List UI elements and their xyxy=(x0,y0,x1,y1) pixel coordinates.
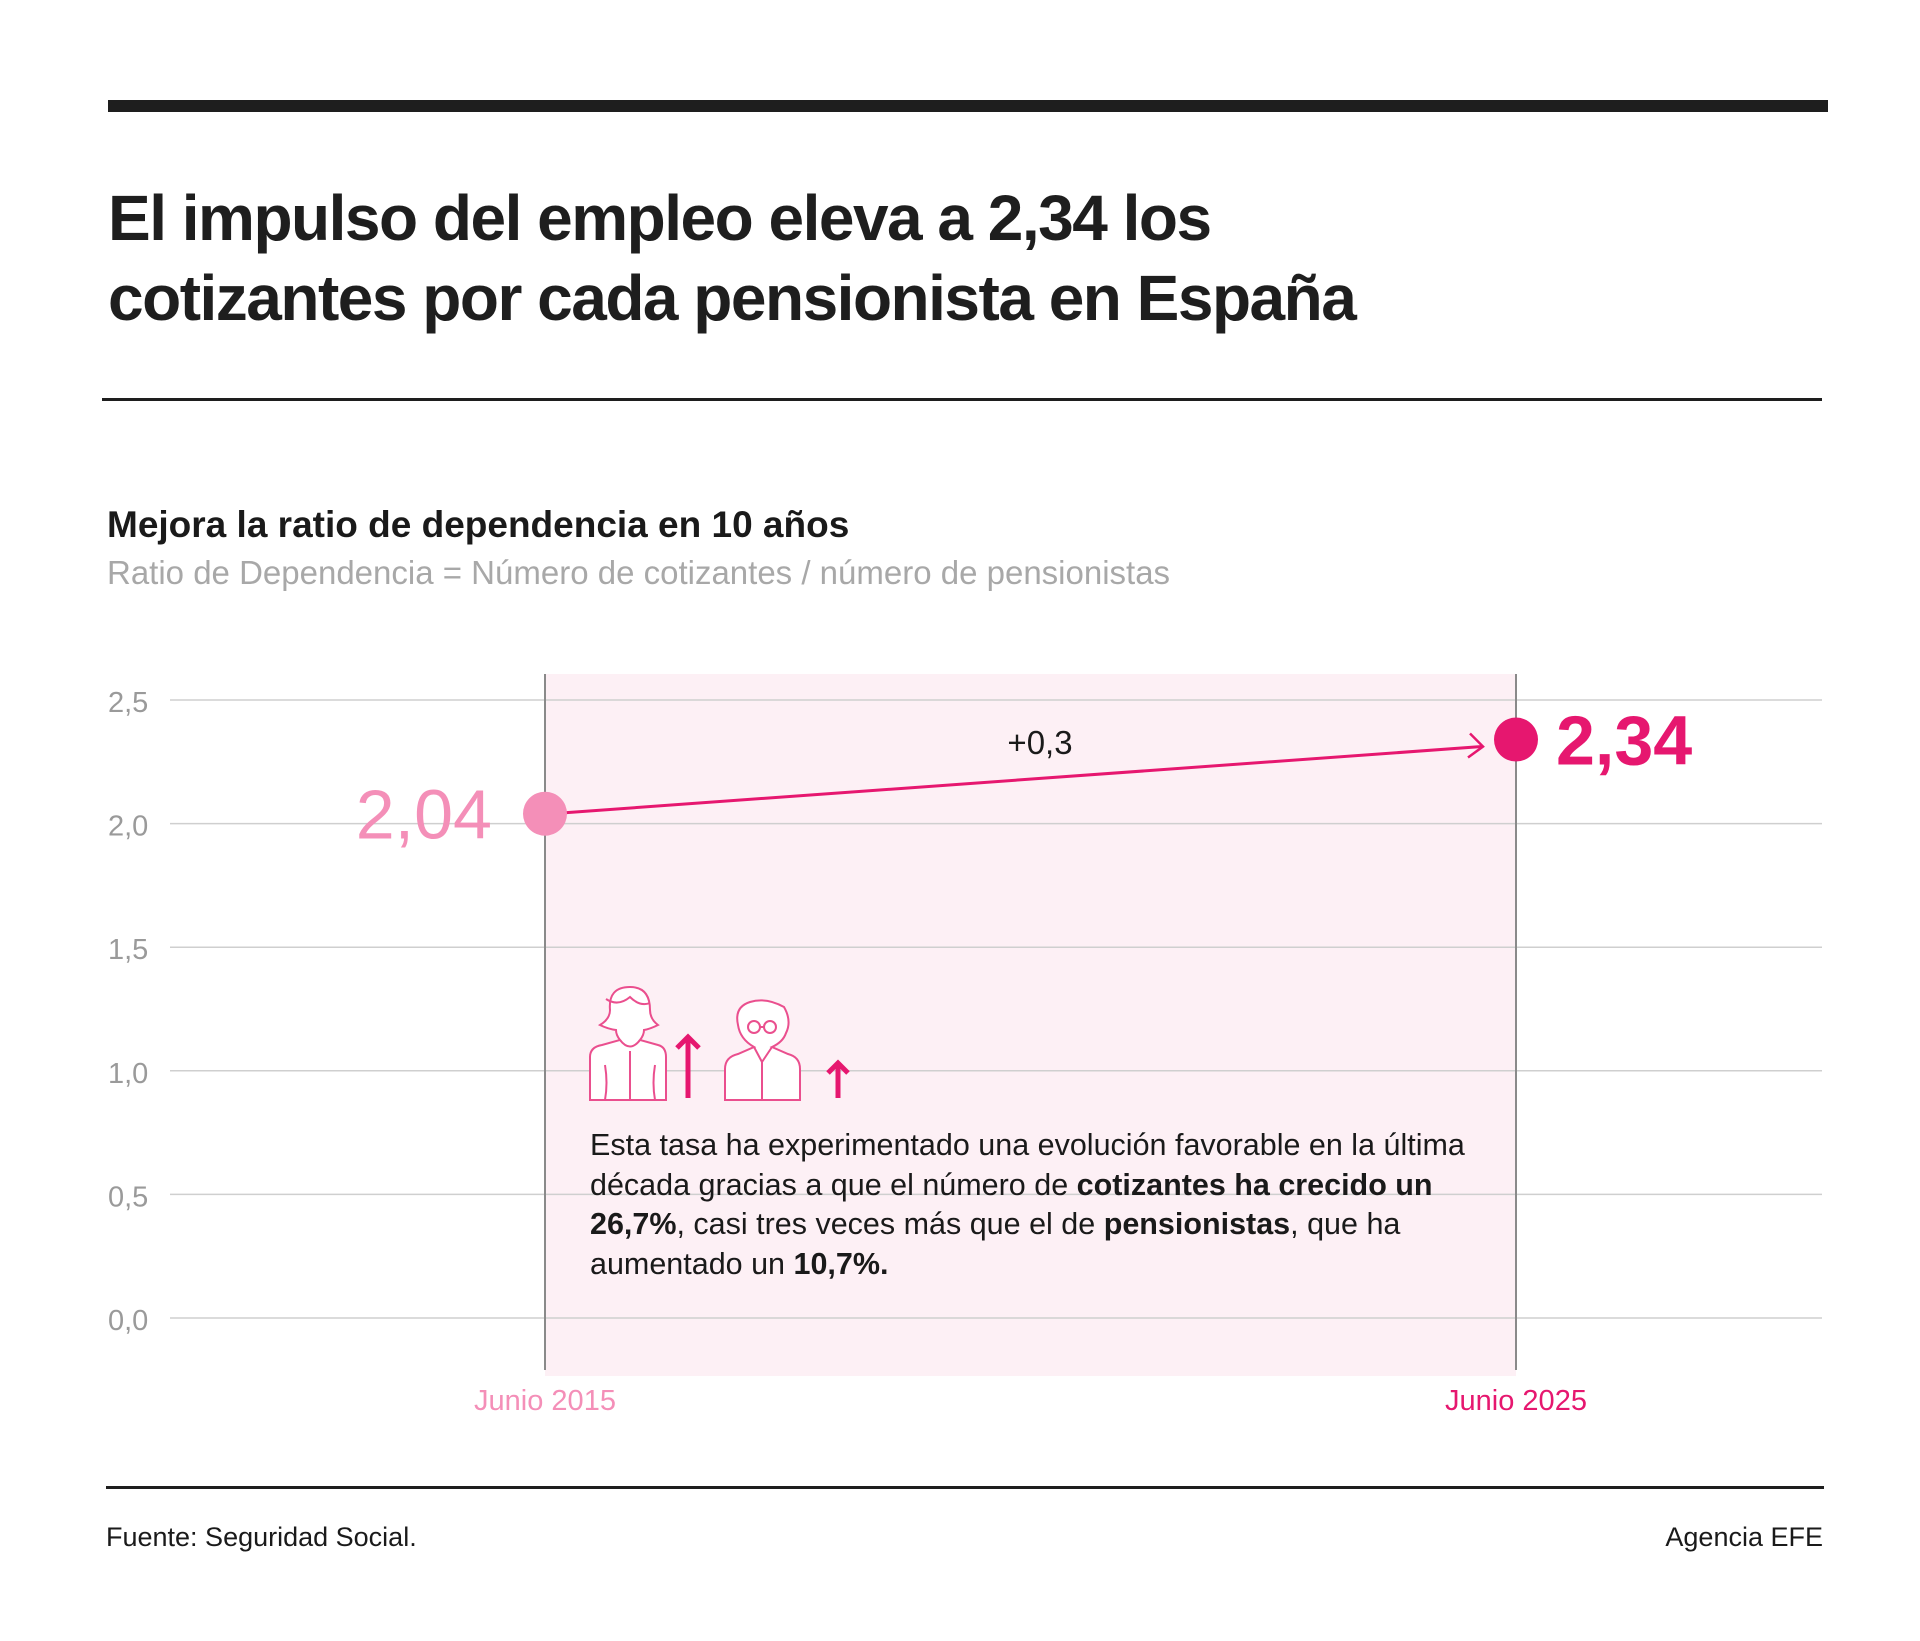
chart: 0,0 0,5 1,0 1,5 2,0 2,5 2,04 2,34 +0,3 Junio 2015… xyxy=(108,674,1822,1417)
data-point xyxy=(1494,717,1538,762)
woman-worker-icon xyxy=(589,985,667,1101)
note-bold: cotizantes ha crecido un 26,7% xyxy=(590,1167,1433,1242)
elderly-man-icon xyxy=(724,999,801,1101)
data-point xyxy=(523,791,567,836)
y-tick-label: 2,0 xyxy=(108,811,148,843)
chart-subtitle: Ratio de Dependencia = Número de cotizan… xyxy=(107,554,1171,591)
highlight-band xyxy=(545,674,1516,1376)
page-title: El impulso del empleo eleva a 2,34 los c… xyxy=(108,178,1808,338)
y-tick-label: 1,5 xyxy=(108,934,148,966)
icons-group xyxy=(588,985,858,1110)
annotation-text: Esta tasa ha experimentado una evolución… xyxy=(590,1126,1470,1284)
x-tick-label: Junio 2015 xyxy=(474,1385,616,1417)
credit-text: Agencia EFE xyxy=(1665,1522,1823,1552)
y-tick-label: 0,0 xyxy=(108,1305,148,1337)
divider xyxy=(106,1486,1824,1489)
y-tick-label: 2,5 xyxy=(108,687,148,719)
title-line-1: El impulso del empleo eleva a 2,34 los xyxy=(108,182,1212,254)
source-text: Fuente: Seguridad Social. xyxy=(106,1522,417,1552)
x-tick-label: Junio 2025 xyxy=(1445,1385,1587,1417)
note-text: , casi tres veces más que el de xyxy=(676,1207,1104,1241)
note-text: , que ha aumentado un xyxy=(590,1207,1401,1281)
arrow-up-icon xyxy=(675,1033,701,1098)
title-line-2: cotizantes por cada pensionista en Españ… xyxy=(108,262,1357,334)
y-tick-label: 0,5 xyxy=(108,1181,148,1213)
note-bold: 10,7%. xyxy=(793,1246,889,1281)
note-bold: pensionistas xyxy=(1103,1207,1291,1241)
arrow-head-icon xyxy=(1467,732,1485,759)
divider xyxy=(102,398,1822,401)
top-bar xyxy=(108,100,1828,112)
note-text: Esta tasa ha experimentado una evolución… xyxy=(590,1128,1465,1202)
change-label: +0,3 xyxy=(1007,724,1072,761)
chart-title: Mejora la ratio de dependencia en 10 año… xyxy=(107,504,850,545)
trend-line xyxy=(564,745,1483,815)
arrow-up-icon xyxy=(826,1059,850,1098)
data-label: 2,04 xyxy=(356,776,492,854)
data-label: 2,34 xyxy=(1556,702,1692,780)
y-tick-label: 1,0 xyxy=(108,1058,148,1090)
